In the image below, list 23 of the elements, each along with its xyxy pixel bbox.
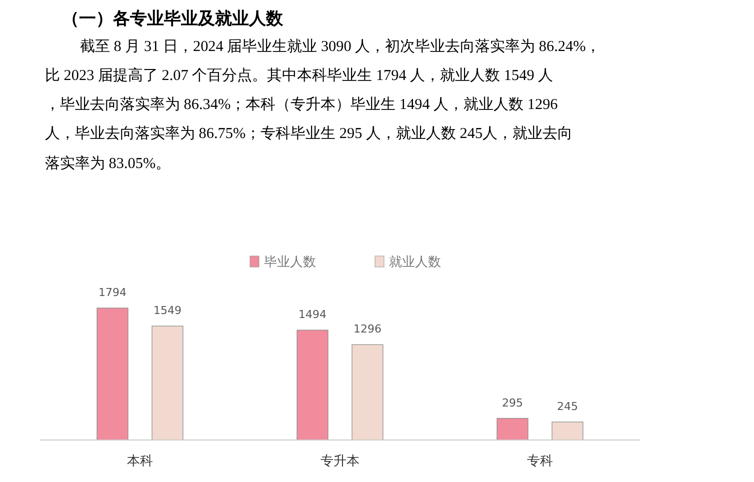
data-label: 1794 <box>98 286 126 299</box>
data-label: 1296 <box>354 322 382 336</box>
legend-label: 毕业人数 <box>264 255 316 270</box>
legend-label: 就业人数 <box>389 255 441 270</box>
data-label: 295 <box>502 396 523 410</box>
data-label: 245 <box>557 400 578 413</box>
data-label: 1494 <box>298 308 326 322</box>
x-tick-label: 本科 <box>127 453 153 468</box>
data-label: 1549 <box>154 304 182 318</box>
bar <box>296 330 328 440</box>
text: ，毕业去向落实率为 86.34%；本科（专升本）毕业生 1494 人，就业人数 1296 <box>45 96 558 113</box>
text: 截至 8 月 31 日，2024 届毕业生就业 3090 人，初次毕业去向落实率为 86.24%， <box>80 38 601 55</box>
bar <box>496 418 528 440</box>
text: 比 2023 届提高了 2.07 个百分点。其中本科毕业生 1794 人，就业人数 1549 人 <box>45 67 554 84</box>
x-tick-label: 专升本 <box>320 453 360 468</box>
bar <box>152 326 184 440</box>
chart-title: （一）各专业毕业及就业人数 <box>62 9 284 29</box>
text: 人，毕业去向落实率为 86.75%；专科毕业生 295 人，就业人数 245人，就业去向 <box>45 125 573 142</box>
bar <box>352 344 384 440</box>
bar <box>96 308 128 440</box>
x-tick-label: 专科 <box>527 453 553 468</box>
bar <box>552 422 584 440</box>
text: 落实率为 83.05%。 <box>45 155 171 172</box>
